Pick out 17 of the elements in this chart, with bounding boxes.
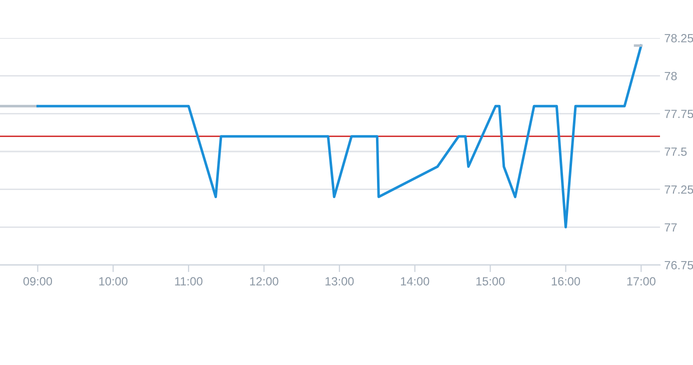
y-tick-label: 77 — [664, 223, 677, 232]
y-tick-label: 78.25 — [664, 34, 693, 42]
y-tick-label: 76.75 — [664, 261, 693, 270]
y-tick-label: 77.25 — [664, 185, 693, 194]
line-series — [36, 44, 642, 228]
x-tick-label: 12:00 — [250, 277, 278, 286]
y-tick-label: 77.5 — [664, 148, 687, 156]
x-tick-label: 15:00 — [476, 277, 505, 286]
x-tick-label: 14:00 — [400, 277, 430, 286]
x-tick-label: 10:00 — [99, 277, 128, 286]
x-tick-label: 16:00 — [552, 277, 580, 286]
x-tick-label: 13:00 — [326, 277, 354, 286]
y-tick-label: 77.75 — [664, 110, 693, 118]
x-tick-label: 09:00 — [23, 277, 52, 286]
x-tick-label: 17:00 — [627, 277, 656, 286]
x-tick-label: 11:00 — [175, 277, 202, 286]
y-tick-label: 78 — [664, 72, 677, 80]
